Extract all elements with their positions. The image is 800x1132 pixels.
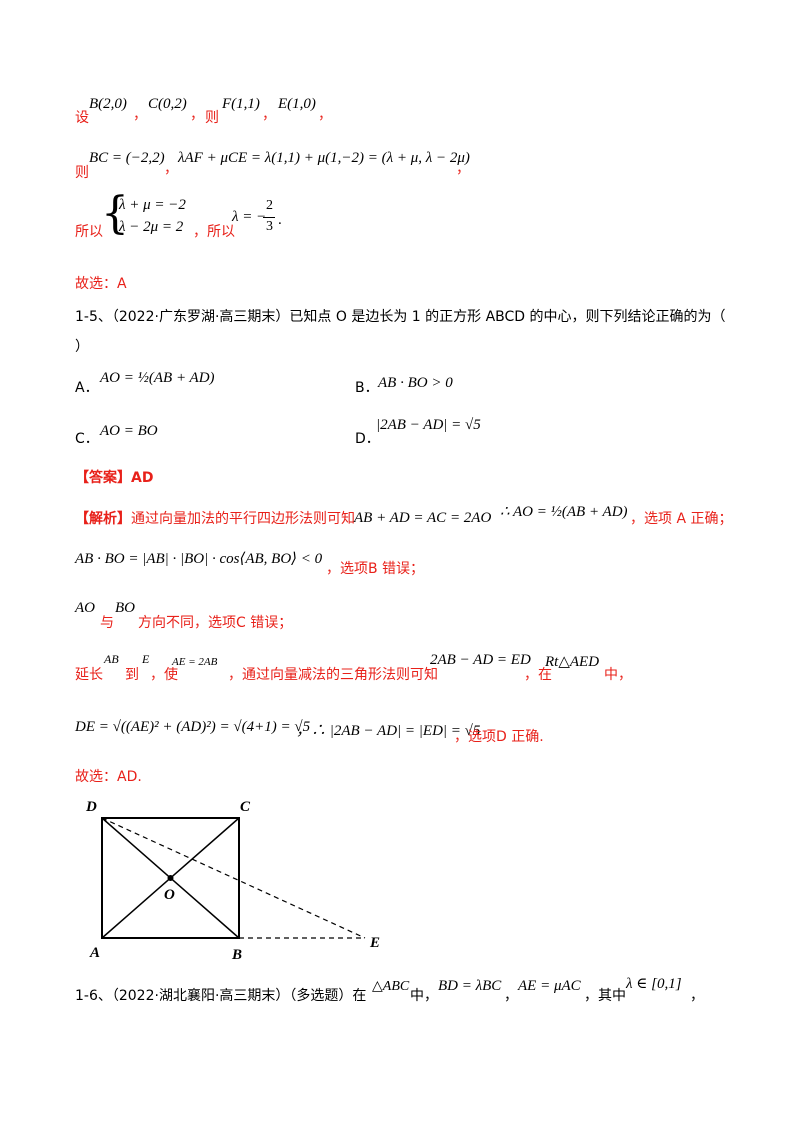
question-text: ，其中 (584, 988, 626, 1004)
option-d-expr: |2AB − AD| = √5 (376, 417, 481, 433)
question-text: 中， (410, 988, 438, 1004)
center-point-o (167, 875, 174, 881)
analysis-sum: AB + AD = AC = 2AO (354, 510, 492, 526)
option-d-label: D． (355, 431, 380, 447)
vector-ae-mu: AE = μAC (518, 978, 581, 994)
dot-product-expr: AB · BO = |AB| · |BO| · cos⟨AB, BO⟩ < 0 (75, 551, 323, 567)
vector-ze: 则 (75, 165, 89, 181)
setup-comma: ， (190, 107, 204, 123)
question-prefix: 1-6、（2022·湖北襄阳·高三期末）（多选题）在 (75, 988, 367, 1004)
point-e: E(1,0) (278, 96, 316, 112)
option-b-expr: AB · BO > 0 (378, 375, 453, 391)
distance-expr: DE = √((AE)² + (AD)²) = √(4+1) = √5 (75, 719, 311, 735)
analysis-tail: ，选项B 错误； (326, 561, 425, 577)
label-c: C (240, 799, 251, 815)
square-figure: D C O A B E (85, 799, 380, 963)
analysis-text: 到 (125, 667, 139, 683)
norm-expr: ，∴ |2AB − AD| = |ED| = √5 (296, 723, 481, 739)
difference-expr: 2AB − AD = ED (430, 652, 531, 668)
option-a-label: A． (75, 380, 99, 396)
analysis-text: ，通过向量减法的三角形法则可知 (228, 667, 438, 683)
vector-ab: AB (104, 652, 119, 666)
triangle-aed: Rt△AED (545, 654, 600, 670)
vector-bc: BC = (−2,2) (89, 150, 165, 166)
label-a: A (89, 945, 100, 961)
question-text: 1-5、（2022·广东罗湖·高三期末）已知点 O 是边长为 1 的正方形 AB… (75, 309, 726, 325)
vector-bd: BD = λBC (438, 978, 502, 994)
vector-comma: ， (164, 161, 178, 177)
analysis-tail: ，选项 A 正确； (630, 511, 733, 527)
vector-ao: AO (75, 600, 95, 616)
equation-2: λ − 2μ = 2 (119, 219, 184, 235)
vector-bo: BO (115, 600, 135, 616)
point-e-label: E (142, 652, 150, 666)
system-suoyi: 所以 (75, 224, 103, 240)
question-text: ， (504, 988, 518, 1004)
label-o: O (164, 887, 175, 903)
question-text: ， (690, 988, 704, 1004)
analysis-text: 中， (604, 667, 632, 683)
label-b: B (231, 947, 242, 963)
analysis-text: ，在 (524, 667, 552, 683)
analysis-tail: ，选项D 正确. (454, 729, 544, 745)
system-suoyi2: ，所以 (193, 224, 235, 240)
left-brace: { (101, 188, 129, 239)
analysis-text: 延长 (75, 667, 103, 683)
fraction-bar (263, 217, 275, 218)
option-c-label: C． (75, 431, 99, 447)
setup-comma: ， (133, 107, 147, 123)
option-a-expr: AO = ½(AB + AD) (100, 370, 215, 386)
question-text-cont: ） (75, 339, 89, 355)
period: . (278, 212, 282, 228)
option-c-expr: AO = BO (100, 423, 158, 439)
analysis-tail: 方向不同，选项C 错误； (138, 615, 293, 631)
setup-comma: ， (318, 107, 332, 123)
lambda-result: λ = − (232, 209, 267, 225)
vector-expression: λAF + μCE = λ(1,1) + μ(1,−2) = (λ + μ, λ… (178, 150, 470, 166)
label-e: E (369, 935, 380, 951)
answer-tag: 【答案】AD (75, 470, 154, 486)
equation-1: λ + μ = −2 (119, 197, 186, 213)
answer-2: 故选：AD. (75, 769, 142, 785)
square-abcd (101, 817, 240, 939)
analysis-tag: 【解析】 (75, 511, 131, 527)
point-c: C(0,2) (148, 96, 187, 112)
vector-ae: AE = 2AB (172, 656, 218, 668)
analysis-therefore: ∴ AO = ½(AB + AD) (500, 504, 628, 520)
analysis-yu: 与 (100, 615, 114, 631)
answer-1: 故选：A (75, 276, 127, 292)
setup-she: 设 (75, 110, 89, 126)
point-f: F(1,1) (222, 96, 260, 112)
dashed-de (101, 817, 366, 939)
analysis-text: 通过向量加法的平行四边形法则可知 (131, 511, 355, 527)
setup-comma: ， (262, 107, 276, 123)
point-b: B(2,0) (89, 96, 127, 112)
fraction-denominator: 3 (266, 219, 273, 234)
triangle-abc: △ABC (372, 979, 410, 994)
analysis-text: ，使 (150, 667, 178, 683)
fraction-numerator: 2 (266, 198, 273, 213)
vector-comma: ， (456, 161, 470, 177)
label-d: D (85, 799, 97, 815)
setup-ze: 则 (205, 110, 219, 126)
option-b-label: B． (355, 380, 379, 396)
lambda-range: λ ∈ [0,1] (626, 976, 682, 992)
